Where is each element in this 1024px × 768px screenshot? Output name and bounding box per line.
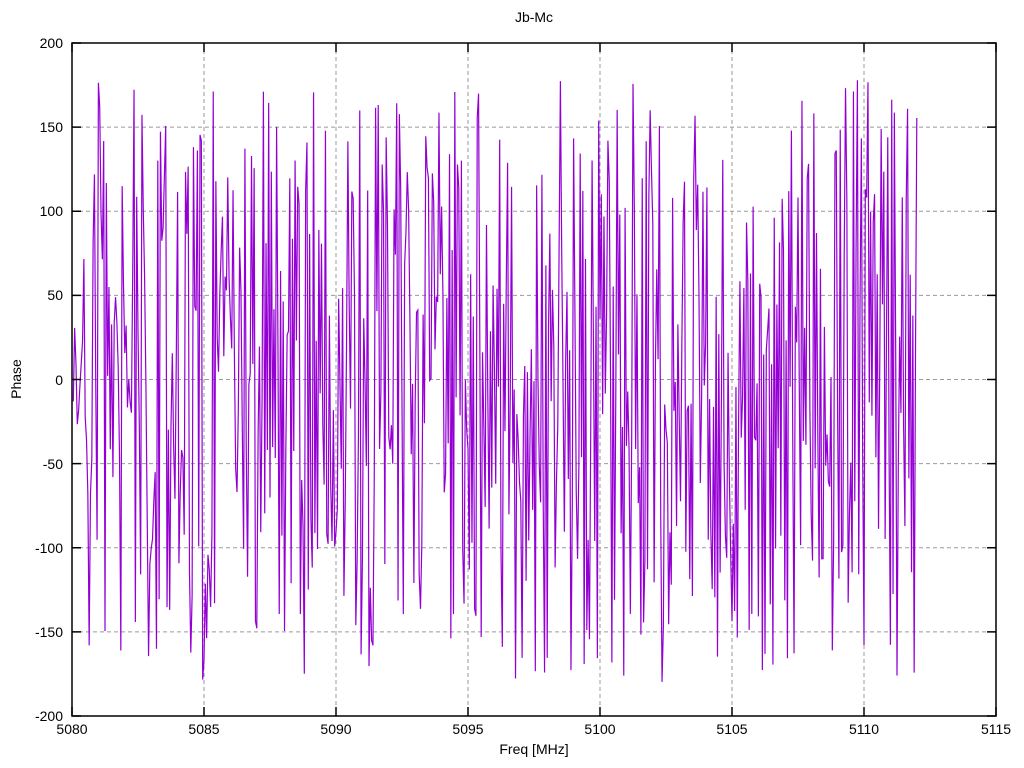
x-tick-label: 5095 xyxy=(452,721,484,737)
x-axis-title: Freq [MHz] xyxy=(499,741,569,757)
y-tick-label: -150 xyxy=(34,623,63,640)
plot-frame xyxy=(71,42,997,717)
y-tick-label: 0 xyxy=(55,371,63,388)
phase-data-line xyxy=(72,80,918,682)
chart-title: Jb-Mc xyxy=(514,9,554,25)
x-tick-label: 5080 xyxy=(56,721,88,737)
y-tick-label: -50 xyxy=(42,455,63,472)
x-tick-label: 5085 xyxy=(188,721,220,737)
y-tick-label: 50 xyxy=(47,287,63,304)
y-tick-label: 100 xyxy=(39,203,63,220)
y-tick-label: 150 xyxy=(39,119,63,136)
y-axis-tick-labels: -200 -150 -100 -50 0 50 100 150 200 xyxy=(0,0,63,768)
y-tick-label: 200 xyxy=(39,35,63,51)
x-tick-label: 5100 xyxy=(584,721,616,737)
x-axis-tick-labels: 5080 5085 5090 5095 5100 5105 5110 5115 xyxy=(0,721,1024,739)
x-tick-label: 5090 xyxy=(320,721,352,737)
y-tick-label: -200 xyxy=(34,708,63,724)
x-tick-label: 5110 xyxy=(848,721,880,737)
x-tick-label: 5105 xyxy=(716,721,748,737)
y-tick-label: -100 xyxy=(34,539,63,556)
x-tick-label: 5115 xyxy=(980,721,1012,737)
